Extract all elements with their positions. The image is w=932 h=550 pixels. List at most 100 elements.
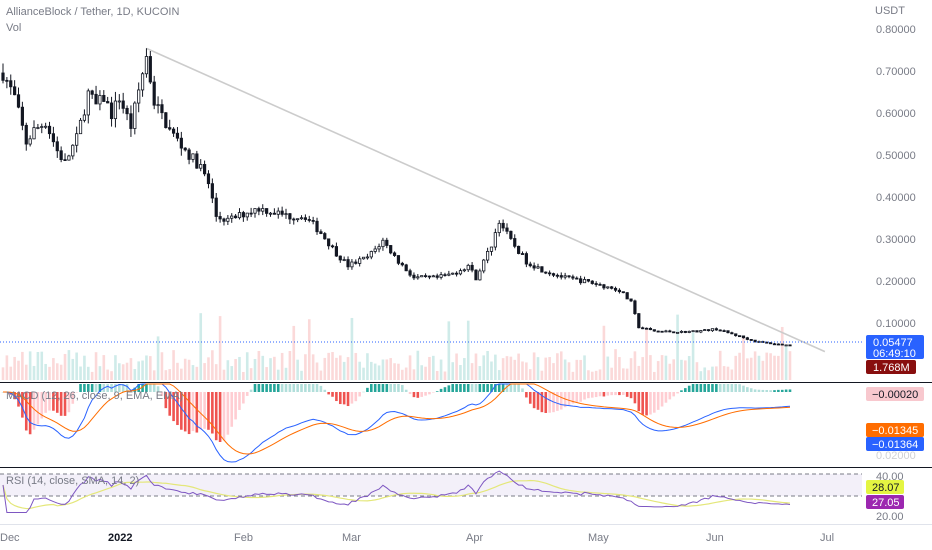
volume-bar xyxy=(75,352,78,380)
candle-body xyxy=(20,106,24,126)
macd-histogram-bar xyxy=(389,384,392,392)
macd-histogram-bar xyxy=(24,392,28,431)
volume-bar xyxy=(183,358,187,380)
candle-body xyxy=(706,329,711,332)
macd-histogram-bar xyxy=(79,384,82,392)
volume-bar xyxy=(699,371,703,380)
candle-body xyxy=(454,272,459,275)
macd-histogram-bar xyxy=(528,392,532,404)
macd-histogram-bar xyxy=(753,389,757,392)
time-label-2022: 2022 xyxy=(108,532,132,544)
macd-histogram-bar xyxy=(590,392,594,398)
volume-bar xyxy=(614,349,617,380)
macd-histogram-bar xyxy=(641,392,644,415)
candle-body xyxy=(51,133,55,143)
candle-body xyxy=(245,212,249,218)
volume-bar xyxy=(738,352,741,380)
volume-bar xyxy=(749,357,753,380)
volume-bar xyxy=(424,366,427,380)
macd-histogram-bar xyxy=(466,384,470,392)
macd-histogram-bar xyxy=(288,384,292,392)
candle-body xyxy=(559,275,563,278)
volume-bar xyxy=(319,370,323,380)
signal-line xyxy=(2,383,791,455)
macd-histogram-bar xyxy=(408,392,412,395)
volume-bar xyxy=(249,368,253,380)
candle-body xyxy=(416,276,420,279)
candle-body xyxy=(342,259,346,261)
candle-body xyxy=(575,277,579,280)
volume-bar xyxy=(726,366,730,380)
volume-bar xyxy=(145,355,148,380)
volume-bar xyxy=(389,358,392,380)
macd-histogram-bar xyxy=(676,392,679,394)
volume-bar xyxy=(525,362,528,380)
candle-body xyxy=(152,81,156,106)
rsi-band-layer xyxy=(0,473,862,497)
macd-histogram-bar xyxy=(269,384,272,392)
candle-body xyxy=(431,275,435,278)
candle-body xyxy=(784,344,788,347)
candle-body xyxy=(594,283,598,285)
price-axis[interactable]: 0.80000 0.70000 0.60000 0.50000 0.40000 … xyxy=(876,24,916,330)
macd-line xyxy=(2,383,791,463)
volume-bar xyxy=(567,362,571,380)
price-tick: 0.40000 xyxy=(876,192,916,204)
volume-bar xyxy=(86,366,90,380)
macd-histogram-bar xyxy=(583,392,586,400)
macd-histogram-bar xyxy=(773,390,776,392)
candle-body xyxy=(551,273,556,276)
candle-body xyxy=(722,330,726,332)
macd-histogram-bar xyxy=(548,392,551,413)
macd-histogram-bar xyxy=(238,392,241,410)
volume-bar xyxy=(633,351,637,380)
time-axis[interactable]: Dec 2022 Feb Mar Apr May Jun Jul xyxy=(0,532,834,544)
macd-histogram-bar xyxy=(199,392,203,430)
volume-bar xyxy=(695,362,699,380)
macd-histogram-bar xyxy=(125,384,129,392)
macd-histogram-bar xyxy=(71,392,75,404)
macd-histogram-bar xyxy=(98,384,102,392)
volume-bar xyxy=(397,363,400,380)
volume-bar xyxy=(412,369,416,380)
candle-body xyxy=(749,339,753,341)
trendline xyxy=(146,47,826,353)
macd-histogram-bar xyxy=(342,392,346,405)
macd-histogram-bar xyxy=(563,392,567,408)
macd-histogram-bar xyxy=(470,384,474,392)
volume-bar xyxy=(141,360,144,380)
volume-bar xyxy=(32,365,36,380)
candle-body xyxy=(741,335,746,339)
volume-bar xyxy=(67,350,71,380)
candle-body xyxy=(206,173,211,185)
candle-body xyxy=(179,137,183,149)
price-tick: 0.50000 xyxy=(876,150,916,162)
candle-body xyxy=(486,251,490,261)
macd-histogram-bar xyxy=(594,392,598,398)
macd-histogram-bar xyxy=(494,384,497,392)
candle-body xyxy=(94,93,98,105)
candle-body xyxy=(55,141,59,152)
macd-histogram-bar xyxy=(319,385,323,392)
volume-bar xyxy=(590,371,594,380)
candle-body xyxy=(311,220,315,222)
volume-bar xyxy=(226,360,230,380)
macd-histogram-bar xyxy=(195,392,199,433)
macd-histogram-bar xyxy=(385,384,389,392)
volume-bar xyxy=(373,363,377,380)
macd-signal-tag: −0.01345 xyxy=(872,425,918,437)
macd-histogram-bar xyxy=(401,384,404,392)
candle-body xyxy=(1,72,5,81)
volume-bar xyxy=(490,361,493,380)
symbol-title: AllianceBlock / Tether, 1D, KUCOIN xyxy=(6,6,179,18)
volume-bar xyxy=(505,356,509,380)
candle-body xyxy=(509,230,513,239)
candle-body xyxy=(195,153,199,169)
candle-body xyxy=(171,128,176,134)
volume-bar xyxy=(742,336,745,380)
volume-bar xyxy=(459,365,462,380)
volume-bar xyxy=(176,362,179,380)
candle-body xyxy=(586,279,591,282)
candle-body xyxy=(117,100,121,103)
